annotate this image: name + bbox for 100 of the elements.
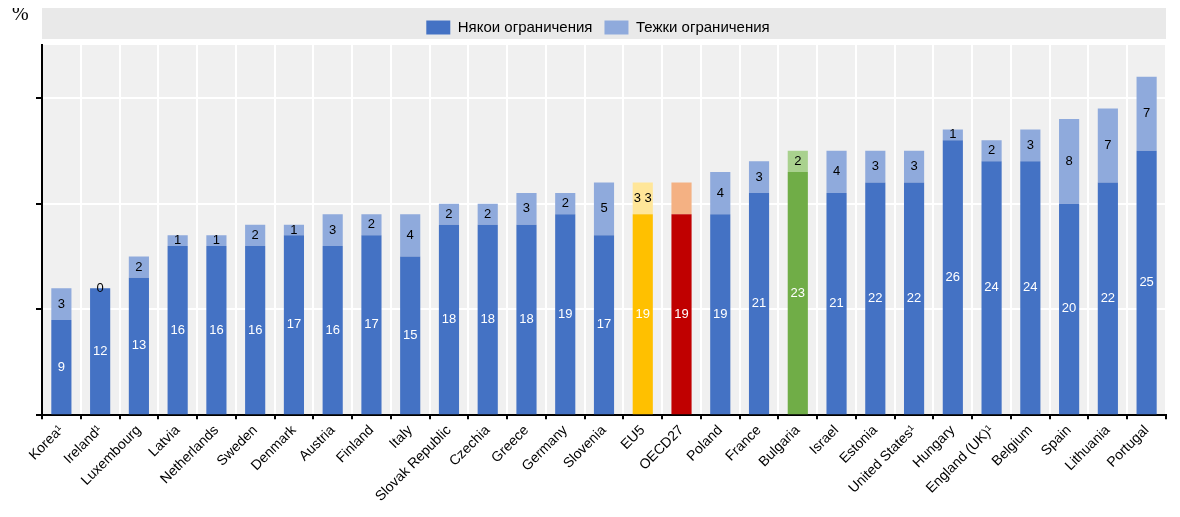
bar: [632, 214, 653, 415]
data-label: 17: [364, 316, 379, 332]
bar: [400, 256, 421, 415]
bar: [1059, 203, 1080, 415]
bar: [206, 235, 227, 246]
bar: [1097, 182, 1118, 415]
bar: [826, 150, 847, 194]
data-label: 4: [716, 184, 724, 200]
data-label: 16: [209, 321, 224, 337]
data-label: 3: [329, 221, 337, 237]
bar: [826, 193, 847, 415]
bar: [787, 171, 808, 415]
data-label: 2: [484, 205, 492, 221]
data-label: 2: [445, 205, 453, 221]
data-label: 3: [910, 158, 918, 174]
data-label: 7: [1143, 105, 1151, 121]
bar: [438, 203, 460, 225]
data-label: 18: [441, 311, 457, 327]
data-label: 18: [480, 311, 495, 327]
bar: [322, 214, 343, 246]
bar: [516, 193, 537, 225]
bar: [865, 182, 886, 415]
bar: [787, 150, 808, 172]
data-label: 5: [600, 200, 608, 216]
bar: [51, 319, 72, 415]
data-label: 2: [987, 142, 996, 158]
data-label: 2: [367, 216, 376, 232]
bar: [710, 214, 731, 415]
data-label: 22: [1100, 289, 1116, 305]
data-label: 24: [1023, 279, 1038, 295]
data-label: 4: [406, 226, 414, 242]
bar: [1136, 150, 1157, 415]
data-label: 23: [790, 284, 806, 300]
data-label: 3: [871, 158, 879, 174]
bar: [1020, 161, 1041, 415]
bar: [322, 245, 343, 415]
bar: [865, 150, 886, 183]
bar: [903, 182, 925, 415]
bar: [438, 224, 460, 415]
data-label: 19: [713, 305, 728, 321]
data-label: 3 3: [633, 189, 652, 205]
data-label: 19: [635, 305, 650, 321]
bar: [400, 214, 421, 257]
data-label: 1: [290, 221, 298, 237]
data-label: 3: [57, 295, 65, 311]
data-label: 25: [1139, 274, 1154, 290]
data-label: 9: [57, 358, 65, 374]
bar: [167, 235, 188, 246]
data-label: 20: [1061, 300, 1077, 316]
bar: [283, 235, 305, 415]
bar: [51, 288, 72, 320]
data-label: 2: [251, 226, 259, 242]
bar: [555, 214, 576, 415]
data-label: 3: [522, 200, 531, 216]
bar: [942, 140, 963, 415]
legend-label: Тежки ограничения: [635, 17, 770, 35]
data-label: 26: [945, 268, 961, 284]
data-label: 15: [402, 326, 418, 342]
bar: [361, 214, 382, 236]
bar: [245, 224, 266, 246]
legend-label: Някои ограничения: [457, 17, 593, 35]
bar: [593, 235, 615, 415]
bar: [1136, 76, 1157, 151]
bar: [748, 193, 770, 415]
data-label: 3: [1026, 137, 1034, 153]
data-label: 8: [1065, 152, 1073, 168]
bar: [206, 245, 227, 415]
data-label: 22: [868, 289, 883, 305]
data-label: 18: [519, 311, 534, 327]
data-label: 19: [558, 305, 573, 321]
data-label: 3: [755, 168, 763, 184]
bar: [516, 224, 537, 415]
bar: [903, 150, 925, 183]
bar: [1059, 119, 1080, 204]
bar: [981, 161, 1002, 415]
data-label: 21: [829, 295, 844, 311]
bar: [748, 161, 770, 194]
bar: [477, 224, 498, 415]
data-label: 1: [174, 232, 182, 248]
bar: [1097, 108, 1118, 183]
bar: [245, 245, 266, 415]
data-label: 12: [92, 342, 108, 358]
data-label: 2: [561, 195, 569, 211]
bar: [361, 235, 382, 415]
data-label: 17: [286, 316, 302, 332]
data-label: 21: [751, 295, 767, 311]
bar: [167, 245, 188, 415]
data-label: 22: [906, 289, 922, 305]
bar: [477, 203, 498, 225]
data-label: 17: [596, 316, 612, 332]
data-label: 16: [170, 321, 185, 337]
bar: [128, 277, 149, 415]
data-label: 7: [1104, 137, 1112, 153]
data-label: 24: [984, 279, 999, 295]
data-label: 2: [794, 152, 802, 168]
data-label: 1: [949, 126, 957, 142]
data-label: 4: [832, 163, 841, 179]
data-label: 1: [212, 232, 221, 248]
data-label: 16: [247, 321, 263, 337]
bar: [981, 140, 1002, 162]
